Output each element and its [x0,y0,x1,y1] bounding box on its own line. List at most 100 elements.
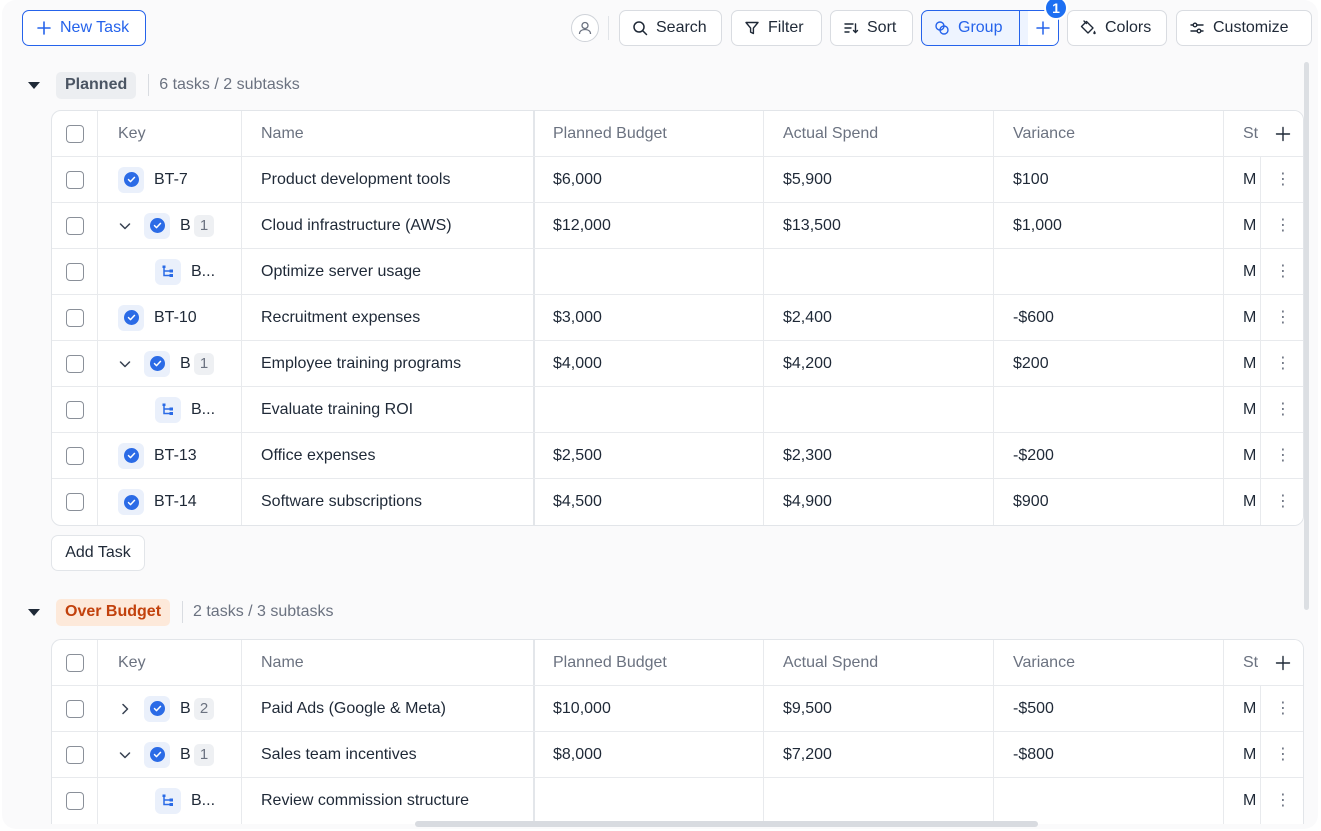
name-cell[interactable]: Software subscriptions [242,479,535,525]
table-row-subtask[interactable]: B... Evaluate training ROI M ⋮ [52,387,1303,433]
key-cell[interactable]: B 1 [98,341,242,386]
new-task-button[interactable]: New Task [22,10,146,46]
planned-budget-cell[interactable]: $6,000 [535,157,764,202]
collapse-caret-icon[interactable] [28,81,40,89]
column-header-name[interactable]: Name [242,111,535,156]
planned-budget-cell[interactable]: $2,500 [535,433,764,478]
planned-budget-cell[interactable]: $10,000 [535,686,764,731]
filter-button[interactable]: Filter [731,10,822,46]
table-row[interactable]: B 1 Sales team incentives $8,000 $7,200 … [52,732,1303,778]
key-cell[interactable]: B... [98,778,242,824]
row-checkbox[interactable] [65,792,84,810]
actual-spend-cell[interactable] [764,778,994,824]
row-menu-button[interactable]: ⋮ [1260,203,1303,248]
key-cell[interactable]: B... [98,249,242,294]
search-button[interactable]: Search [619,10,722,46]
row-checkbox[interactable] [65,262,84,281]
variance-cell[interactable]: $900 [994,479,1224,525]
column-header-variance[interactable]: Variance [994,111,1224,156]
key-cell[interactable]: BT-13 [98,433,242,478]
variance-cell[interactable] [994,778,1224,824]
group-header-over-budget[interactable]: Over Budget 2 tasks / 3 subtasks [28,598,334,626]
select-all-checkbox[interactable] [65,653,84,672]
table-row-subtask[interactable]: B... Review commission structure M ⋮ [52,778,1303,824]
variance-cell[interactable]: -$600 [994,295,1224,340]
actual-spend-cell[interactable]: $4,900 [764,479,994,525]
variance-cell[interactable]: $100 [994,157,1224,202]
table-row[interactable]: B 1 Cloud infrastructure (AWS) $12,000 $… [52,203,1303,249]
column-header-status[interactable]: St [1243,124,1259,142]
key-cell[interactable]: B 1 [98,203,242,248]
row-checkbox[interactable] [65,216,84,235]
customize-button[interactable]: Customize [1176,10,1312,46]
column-header-variance[interactable]: Variance [994,640,1224,685]
planned-budget-cell[interactable]: $12,000 [535,203,764,248]
status-cell[interactable]: M [1243,170,1257,188]
planned-budget-cell[interactable] [535,249,764,294]
variance-cell[interactable] [994,387,1224,432]
chevron-down-icon[interactable] [118,357,142,371]
actual-spend-cell[interactable]: $5,900 [764,157,994,202]
name-cell[interactable]: Evaluate training ROI [242,387,535,432]
add-task-button[interactable]: Add Task [51,535,145,571]
add-column-button[interactable] [1260,111,1303,156]
group-header-planned[interactable]: Planned 6 tasks / 2 subtasks [28,71,300,99]
table-row[interactable]: BT-14 Software subscriptions $4,500 $4,9… [52,479,1303,525]
row-checkbox[interactable] [65,493,84,511]
column-header-key[interactable]: Key [98,640,242,685]
row-menu-button[interactable]: ⋮ [1260,433,1303,478]
column-header-planned-budget[interactable]: Planned Budget [535,640,764,685]
actual-spend-cell[interactable] [764,387,994,432]
variance-cell[interactable]: -$200 [994,433,1224,478]
name-cell[interactable]: Office expenses [242,433,535,478]
status-cell[interactable]: M [1243,792,1257,809]
chevron-right-icon[interactable] [118,702,142,716]
status-cell[interactable]: M [1243,699,1257,717]
planned-budget-cell[interactable] [535,387,764,432]
row-menu-button[interactable]: ⋮ [1260,157,1303,202]
add-column-button[interactable] [1260,640,1303,685]
row-checkbox[interactable] [65,745,84,764]
row-menu-button[interactable]: ⋮ [1260,686,1303,731]
row-menu-button[interactable]: ⋮ [1260,778,1303,824]
status-cell[interactable]: M [1243,745,1257,763]
planned-budget-cell[interactable]: $4,000 [535,341,764,386]
group-main-button[interactable]: Group [922,11,1020,45]
actual-spend-cell[interactable]: $2,400 [764,295,994,340]
actual-spend-cell[interactable]: $9,500 [764,686,994,731]
assignee-avatar-filter[interactable] [571,14,599,42]
planned-budget-cell[interactable]: $3,000 [535,295,764,340]
group-button[interactable]: Group [921,10,1059,46]
row-menu-button[interactable]: ⋮ [1260,295,1303,340]
planned-budget-cell[interactable] [535,778,764,824]
row-menu-button[interactable]: ⋮ [1260,479,1303,525]
row-checkbox[interactable] [65,699,84,718]
planned-budget-cell[interactable]: $8,000 [535,732,764,777]
name-cell[interactable]: Review commission structure [242,778,535,824]
sort-button[interactable]: Sort [830,10,913,46]
status-cell[interactable]: M [1243,354,1257,372]
vertical-scrollbar[interactable] [1304,62,1309,610]
name-cell[interactable]: Product development tools [242,157,535,202]
table-row-subtask[interactable]: B... Optimize server usage M ⋮ [52,249,1303,295]
variance-cell[interactable] [994,249,1224,294]
row-checkbox[interactable] [65,170,84,189]
name-cell[interactable]: Cloud infrastructure (AWS) [242,203,535,248]
name-cell[interactable]: Recruitment expenses [242,295,535,340]
row-menu-button[interactable]: ⋮ [1260,387,1303,432]
row-checkbox[interactable] [65,446,84,465]
chevron-down-icon[interactable] [118,748,142,762]
status-cell[interactable]: M [1243,262,1257,280]
status-cell[interactable]: M [1243,308,1257,326]
variance-cell[interactable]: $200 [994,341,1224,386]
planned-budget-cell[interactable]: $4,500 [535,479,764,525]
column-header-key[interactable]: Key [98,111,242,156]
actual-spend-cell[interactable]: $4,200 [764,341,994,386]
status-cell[interactable]: M [1243,446,1257,464]
row-menu-button[interactable]: ⋮ [1260,249,1303,294]
status-cell[interactable]: M [1243,400,1257,418]
actual-spend-cell[interactable]: $2,300 [764,433,994,478]
actual-spend-cell[interactable] [764,249,994,294]
name-cell[interactable]: Optimize server usage [242,249,535,294]
variance-cell[interactable]: $1,000 [994,203,1224,248]
